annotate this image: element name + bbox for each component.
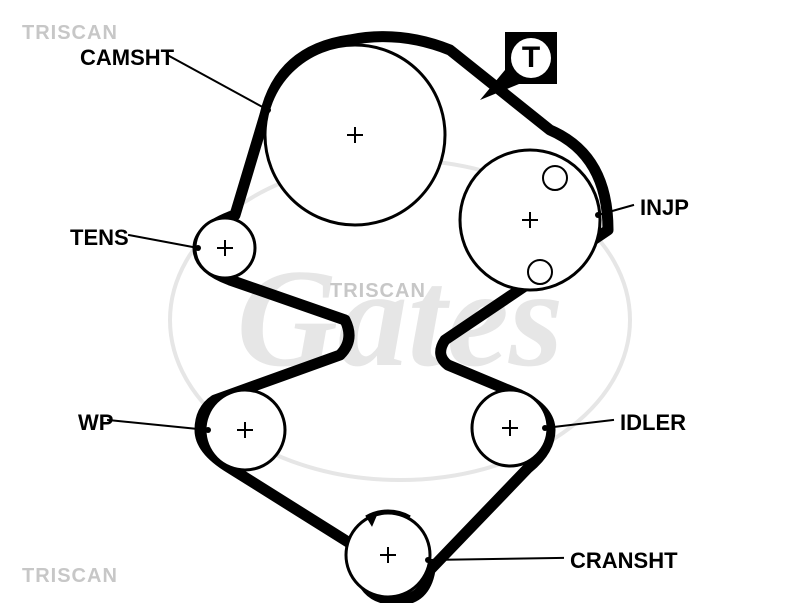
- watermark-triscan-1: TRISCAN: [22, 565, 118, 588]
- label-injp: INJP: [640, 195, 689, 221]
- label-cranksht: CRANSHT: [570, 548, 678, 574]
- t-marker-letter: T: [511, 38, 551, 78]
- label-wp: WP: [78, 410, 113, 436]
- label-camshaft: CAMSHT: [80, 45, 174, 71]
- t-marker: T: [505, 32, 557, 84]
- watermark-triscan-0: TRISCAN: [22, 22, 118, 45]
- watermark-triscan-2: TRISCAN: [330, 280, 426, 303]
- label-tens: TENS: [70, 225, 129, 251]
- label-idler: IDLER: [620, 410, 686, 436]
